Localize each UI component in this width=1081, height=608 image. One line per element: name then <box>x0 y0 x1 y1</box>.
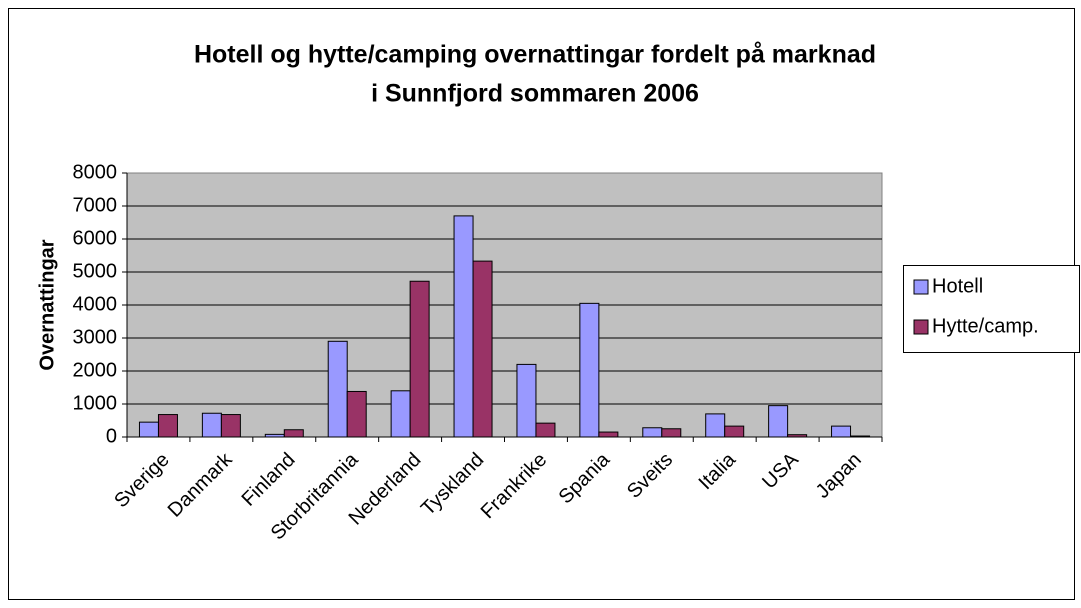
bar <box>768 405 789 438</box>
y-tick-label: 0 <box>106 425 117 447</box>
bar <box>390 390 411 438</box>
chart-title-line1: Hotell og hytte/camping overnattingar fo… <box>194 41 876 69</box>
bar <box>346 390 367 438</box>
bar <box>138 421 159 438</box>
bar <box>453 215 474 438</box>
y-tick-label: 4000 <box>73 293 118 315</box>
bar <box>598 431 619 438</box>
bar <box>705 413 726 438</box>
legend-swatch <box>913 279 929 295</box>
legend-box <box>903 265 1080 353</box>
y-tick-label: 2000 <box>73 359 118 381</box>
bar <box>516 363 537 438</box>
bar <box>535 422 556 438</box>
y-tick-label: 1000 <box>73 392 118 414</box>
bar <box>201 412 222 438</box>
y-tick-label: 3000 <box>73 326 118 348</box>
legend-swatch <box>913 319 929 335</box>
bar <box>472 260 493 438</box>
bar <box>831 425 852 438</box>
bar <box>327 340 348 438</box>
bar <box>661 428 682 438</box>
y-tick-label: 8000 <box>73 161 118 183</box>
y-axis-label: Overnattingar <box>36 239 58 370</box>
y-tick-label: 6000 <box>73 227 118 249</box>
bar <box>409 280 430 438</box>
bar <box>642 427 663 438</box>
y-tick-label: 5000 <box>73 260 118 282</box>
bar <box>724 425 745 438</box>
bar <box>220 414 241 438</box>
bar <box>283 429 304 438</box>
bar <box>579 302 600 438</box>
y-tick-label: 7000 <box>73 194 118 216</box>
chart-title-line2: i Sunnfjord sommaren 2006 <box>371 80 699 108</box>
legend-label: Hytte/camp. <box>932 315 1039 337</box>
bar <box>157 414 178 438</box>
legend-label: Hotell <box>932 275 983 297</box>
